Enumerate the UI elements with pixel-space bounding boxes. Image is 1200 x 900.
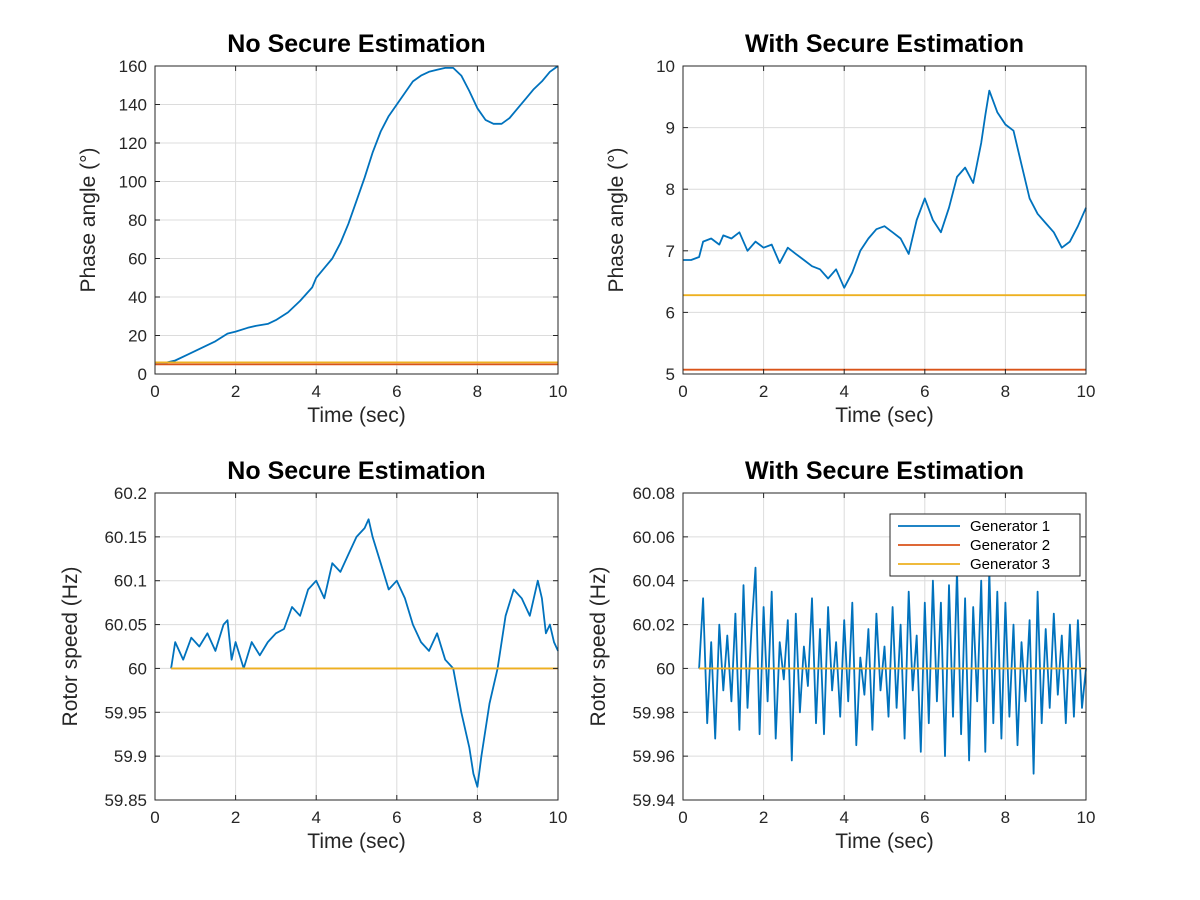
series-line-generator-1 (155, 65, 559, 364)
legend-label: Generator 1 (970, 518, 1050, 535)
y-tick-label: 60.04 (632, 572, 675, 591)
series-line-generator-1 (170, 518, 559, 788)
y-tick-label: 60 (128, 250, 147, 269)
chart-title: No Secure Estimation (227, 30, 485, 58)
y-tick-label: 40 (128, 288, 147, 307)
y-tick-label: 120 (119, 134, 147, 153)
y-tick-label: 59.98 (632, 703, 675, 722)
axes-frame (154, 492, 559, 801)
x-tick-label: 8 (1001, 808, 1010, 827)
y-tick-label: 60.08 (632, 484, 675, 503)
y-tick-label: 59.94 (632, 791, 675, 810)
plot-area (155, 493, 558, 800)
chart-title: With Secure Estimation (745, 457, 1024, 485)
x-tick-label: 0 (150, 808, 159, 827)
y-tick-label: 80 (128, 211, 147, 230)
y-tick-label: 10 (656, 57, 675, 76)
y-tick-label: 20 (128, 327, 147, 346)
y-tick-label: 9 (666, 119, 675, 138)
y-axis-label: Phase angle (°) (605, 148, 628, 293)
y-tick-label: 59.9 (114, 747, 147, 766)
x-tick-label: 4 (311, 808, 320, 827)
x-axis-label: Time (sec) (307, 830, 405, 853)
chart-panel-2: 0 2 4 6 8 10 5 6 7 8 9 10 With Secure Estimation Time… (605, 30, 1095, 427)
y-tick-label: 60.1 (114, 572, 147, 591)
x-tick-label: 4 (311, 382, 320, 401)
series-line-generator-1 (698, 566, 1087, 775)
x-axis-label: Time (sec) (835, 404, 933, 427)
x-tick-label: 8 (1001, 382, 1010, 401)
x-tick-label: 4 (839, 808, 848, 827)
y-axis-label: Rotor speed (Hz) (587, 567, 610, 727)
y-tick-label: 60.05 (104, 616, 147, 635)
y-tick-label: 60.02 (632, 616, 675, 635)
chart-title: No Secure Estimation (227, 457, 485, 485)
x-tick-label: 0 (678, 808, 687, 827)
x-tick-label: 10 (549, 808, 568, 827)
x-tick-label: 6 (920, 808, 929, 827)
y-tick-label: 7 (666, 242, 675, 261)
axes-frame (682, 492, 1087, 801)
y-tick-label: 60.2 (114, 484, 147, 503)
axes-frame (682, 65, 1087, 375)
x-tick-label: 8 (473, 382, 482, 401)
x-tick-label: 0 (678, 382, 687, 401)
y-tick-label: 8 (666, 180, 675, 199)
y-tick-label: 160 (119, 57, 147, 76)
x-tick-label: 4 (839, 382, 848, 401)
y-tick-label: 59.96 (632, 747, 675, 766)
y-tick-label: 59.95 (104, 703, 147, 722)
legend-label: Generator 3 (970, 556, 1050, 573)
legend: Generator 1 Generator 2 Generator 3 (889, 513, 1081, 577)
chart-panel-3: 0 2 4 6 8 10 59.85 59.9 59.95 60 60.05 60.1 60.15 60.… (59, 457, 567, 853)
legend-label: Generator 2 (970, 537, 1050, 554)
x-tick-label: 6 (392, 808, 401, 827)
y-tick-label: 60 (656, 659, 675, 678)
y-axis-label: Rotor speed (Hz) (59, 567, 82, 727)
x-tick-label: 6 (392, 382, 401, 401)
x-tick-label: 10 (1077, 382, 1096, 401)
x-tick-label: 2 (759, 808, 768, 827)
x-tick-label: 10 (549, 382, 568, 401)
y-tick-label: 60.06 (632, 528, 675, 547)
x-axis-label: Time (sec) (835, 830, 933, 853)
y-tick-label: 5 (666, 365, 675, 384)
y-tick-label: 0 (138, 365, 147, 384)
x-axis-label: Time (sec) (307, 404, 405, 427)
y-tick-label: 59.85 (104, 791, 147, 810)
x-tick-label: 2 (231, 382, 240, 401)
x-tick-label: 10 (1077, 808, 1096, 827)
plot-area (683, 66, 1086, 374)
y-tick-label: 100 (119, 173, 147, 192)
series-line-generator-1 (683, 89, 1087, 289)
chart-title: With Secure Estimation (745, 30, 1024, 58)
y-axis-label: Phase angle (°) (77, 148, 100, 293)
y-tick-label: 6 (666, 303, 675, 322)
y-tick-label: 60.15 (104, 528, 147, 547)
x-tick-label: 8 (473, 808, 482, 827)
y-tick-label: 60 (128, 659, 147, 678)
x-tick-label: 0 (150, 382, 159, 401)
x-tick-label: 2 (759, 382, 768, 401)
x-tick-label: 2 (231, 808, 240, 827)
x-tick-label: 6 (920, 382, 929, 401)
chart-panel-4: 0 2 4 6 8 10 59.94 59.96 59.98 60 60.02 60.04 60.06 6… (587, 457, 1095, 853)
y-tick-label: 140 (119, 96, 147, 115)
